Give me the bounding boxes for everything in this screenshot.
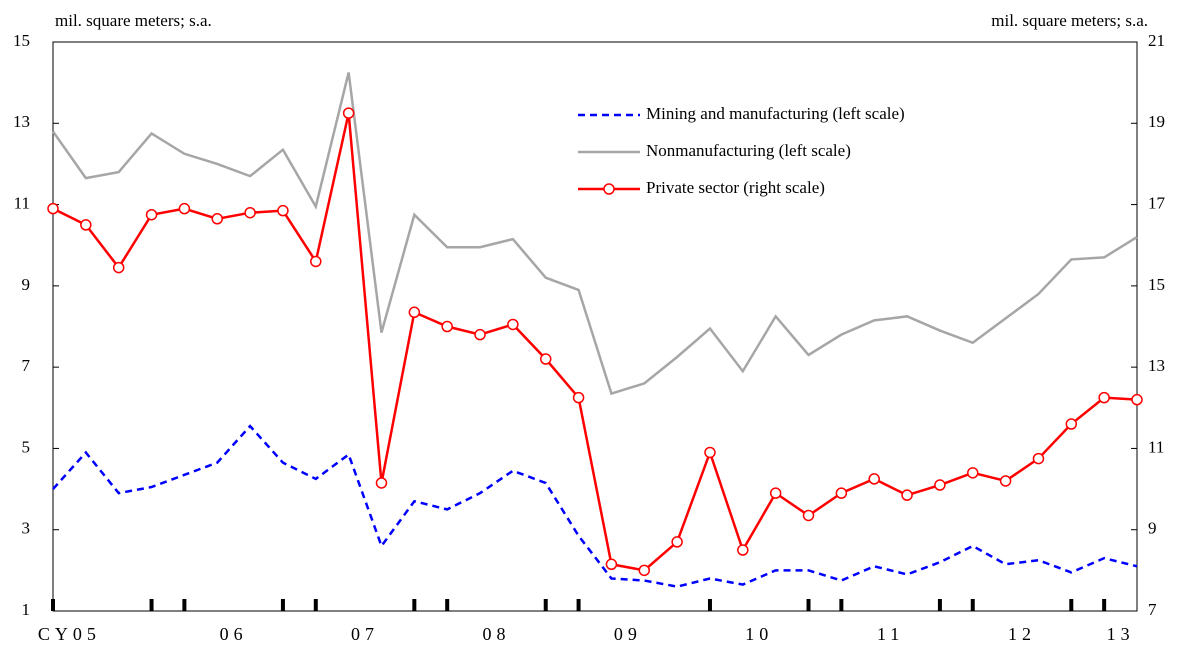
y2-tick-label: 21 bbox=[1148, 31, 1165, 50]
series-marker bbox=[211, 213, 223, 225]
x-tick-label: 08 bbox=[482, 624, 510, 644]
series-marker bbox=[737, 544, 749, 556]
series-marker bbox=[999, 475, 1012, 487]
series-marker bbox=[441, 320, 453, 333]
series-marker bbox=[145, 208, 158, 221]
series-marker bbox=[47, 202, 59, 215]
series-marker bbox=[80, 219, 92, 231]
legend-label: Nonmanufacturing (left scale) bbox=[646, 141, 851, 160]
series-marker bbox=[1032, 452, 1045, 465]
series-marker bbox=[1098, 391, 1110, 404]
series-marker bbox=[474, 328, 486, 341]
series-line bbox=[52, 424, 1138, 588]
x-tick-label: 10 bbox=[745, 624, 773, 644]
y2-tick-label: 13 bbox=[1148, 356, 1165, 375]
series-marker bbox=[605, 558, 618, 571]
series-marker bbox=[802, 509, 815, 522]
x-tick-label: CY05 bbox=[38, 624, 101, 644]
x-tick-label: 11 bbox=[877, 624, 904, 644]
series-line bbox=[51, 72, 1138, 396]
y2-tick-label: 11 bbox=[1148, 437, 1164, 456]
y-tick-label: 15 bbox=[13, 31, 30, 50]
series-marker bbox=[539, 353, 552, 365]
x-tick-label: 09 bbox=[614, 624, 642, 644]
series-marker bbox=[934, 479, 946, 491]
series-marker bbox=[342, 107, 355, 119]
series-marker bbox=[704, 446, 716, 459]
series-marker bbox=[1065, 418, 1078, 430]
series-marker bbox=[638, 564, 651, 577]
y-tick-label: 11 bbox=[14, 193, 30, 212]
legend-marker bbox=[603, 183, 615, 195]
series-marker bbox=[408, 306, 421, 319]
y2-tick-label: 9 bbox=[1148, 519, 1157, 538]
x-tick-label: 13 bbox=[1107, 624, 1135, 644]
legend-label: Mining and manufacturing (left scale) bbox=[646, 104, 905, 123]
x-tick-label: 12 bbox=[1008, 624, 1036, 644]
series-marker bbox=[835, 487, 848, 499]
x-tick-label: 07 bbox=[351, 624, 379, 644]
legend-label: Private sector (right scale) bbox=[646, 178, 825, 197]
y-tick-label: 5 bbox=[22, 437, 31, 456]
series-marker bbox=[671, 536, 683, 548]
series-marker bbox=[967, 467, 979, 479]
y2-tick-label: 15 bbox=[1148, 275, 1165, 294]
plot-frame bbox=[52, 41, 1138, 612]
series-marker bbox=[112, 261, 125, 274]
series-marker bbox=[1131, 393, 1143, 406]
x-tick-label: 06 bbox=[220, 624, 248, 644]
series-marker bbox=[178, 202, 191, 215]
series-marker bbox=[868, 473, 880, 485]
series-line bbox=[52, 112, 1138, 572]
series-marker bbox=[507, 318, 519, 331]
y2-tick-label: 19 bbox=[1148, 112, 1165, 131]
y-tick-label: 9 bbox=[22, 275, 31, 294]
series-marker bbox=[310, 255, 322, 268]
series-marker bbox=[901, 489, 913, 501]
series-marker bbox=[572, 391, 585, 404]
y-axis-label: mil. square meters; s.a. bbox=[55, 11, 212, 30]
y2-tick-label: 7 bbox=[1148, 600, 1157, 619]
y-tick-label: 3 bbox=[22, 519, 31, 538]
series-marker bbox=[244, 206, 256, 219]
y-tick-label: 1 bbox=[22, 600, 31, 619]
y-tick-label: 13 bbox=[13, 112, 30, 131]
series-marker bbox=[375, 477, 388, 489]
series-marker bbox=[277, 204, 289, 217]
y2-axis-label: mil. square meters; s.a. bbox=[991, 11, 1148, 30]
y-tick-label: 7 bbox=[22, 356, 31, 375]
series-marker bbox=[769, 487, 782, 499]
y2-tick-label: 17 bbox=[1148, 193, 1166, 212]
